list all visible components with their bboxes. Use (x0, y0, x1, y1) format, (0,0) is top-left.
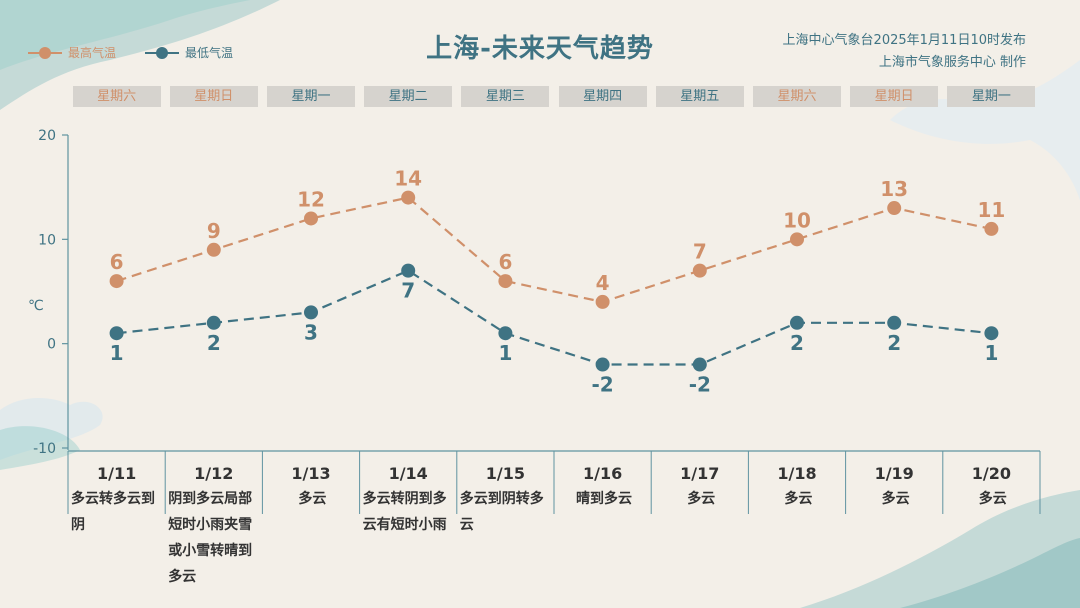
weekday-label: 星期六 (72, 86, 161, 107)
high-temp-point (498, 274, 513, 289)
legend-low: 最低气温 (145, 44, 233, 61)
y-tick-label: 0 (47, 337, 56, 353)
high-temp-point (887, 201, 902, 216)
low-temp-label: 2 (887, 331, 901, 355)
low-temp-point (887, 315, 902, 330)
y-tick-label: 20 (38, 128, 56, 144)
high-temp-label: 12 (297, 187, 325, 211)
date-label: 1/13 (291, 464, 330, 483)
high-temp-label: 11 (977, 198, 1005, 222)
legend-low-marker (145, 46, 179, 59)
low-temp-point (401, 263, 416, 278)
high-temp-label: 9 (207, 219, 221, 243)
high-temp-point (984, 221, 999, 236)
high-temp-point (790, 232, 804, 247)
high-temp-point (206, 242, 221, 257)
source-line-2: 上海市气象服务中心 制作 (878, 55, 1026, 70)
page-title: 上海-未来天气趋势 (426, 34, 654, 64)
low-temp-point (595, 357, 610, 372)
weather-description: 多云 (978, 491, 1007, 507)
legend-high: 最高气温 (28, 44, 116, 61)
low-temp-label: 1 (110, 341, 124, 365)
low-temp-point (206, 315, 221, 330)
weekday-label: 星期二 (364, 86, 453, 107)
weather-description: 多云转多云到阴 (71, 491, 155, 533)
y-tick-label: 10 (38, 232, 56, 248)
source-info: 上海中心气象台2025年1月11日10时发布 上海市气象服务中心 制作 (783, 30, 1026, 74)
low-temp-label: 1 (498, 341, 512, 365)
date-label: 1/16 (583, 464, 622, 483)
weather-description: 多云 (298, 491, 327, 507)
low-temp-point (984, 326, 999, 341)
low-temp-label: 3 (304, 320, 318, 344)
y-tick-label: -10 (33, 441, 56, 457)
high-temp-label: 10 (783, 208, 811, 232)
weekday-label: 星期日 (169, 86, 258, 107)
high-temp-label: 4 (596, 271, 610, 295)
source-line-1: 上海中心气象台2025年1月11日10时发布 (782, 33, 1026, 48)
low-temp-label: 2 (207, 331, 221, 355)
legend-high-label: 最高气温 (68, 46, 117, 60)
date-label: 1/19 (875, 464, 914, 483)
date-label: 1/20 (972, 464, 1011, 483)
weekday-label: 星期一 (947, 86, 1036, 107)
low-temp-label: 7 (401, 279, 415, 303)
weather-description: 多云 (784, 491, 813, 507)
weekday-label: 星期四 (558, 86, 647, 107)
date-label: 1/17 (680, 464, 719, 483)
high-temp-point (109, 274, 124, 289)
low-temp-label: -2 (689, 373, 711, 397)
low-temp-point (692, 357, 707, 372)
high-temp-line (116, 196, 992, 304)
low-temp-label: 2 (790, 331, 804, 355)
date-label: 1/14 (389, 464, 428, 483)
high-temp-label: 13 (880, 177, 908, 201)
date-label: 1/12 (194, 464, 233, 483)
low-temp-label: -2 (591, 373, 613, 397)
weather-description: 多云到阴转多云 (459, 491, 544, 533)
low-temp-point (498, 326, 513, 341)
high-temp-point (401, 190, 416, 205)
date-label: 1/18 (777, 464, 816, 483)
date-label: 1/15 (486, 464, 525, 483)
weather-description: 多云 (881, 491, 910, 507)
legend-high-marker (28, 46, 62, 59)
weather-description: 阴到多云局部短时小雨夹雪或小雪转晴到多云 (168, 491, 253, 585)
high-temp-point (304, 211, 318, 226)
high-temp-label: 7 (693, 240, 707, 264)
weekday-label: 星期日 (850, 86, 939, 107)
low-temp-point (304, 305, 318, 320)
high-temp-label: 6 (498, 250, 512, 274)
weather-description: 多云转阴到多云有短时小雨 (362, 491, 447, 533)
weekday-label: 星期一 (267, 86, 355, 107)
high-temp-label: 14 (394, 167, 422, 191)
high-temp-label: 6 (110, 250, 124, 274)
weekday-label: 星期五 (655, 86, 744, 107)
weather-description: 多云 (687, 491, 716, 507)
weekday-label: 星期三 (461, 86, 550, 107)
low-temp-point (790, 315, 804, 330)
weather-description: 晴到多云 (576, 491, 632, 507)
low-temp-line (116, 269, 992, 366)
weekday-label: 星期六 (753, 86, 841, 107)
high-temp-point (595, 294, 610, 309)
date-label: 1/11 (97, 464, 136, 483)
high-temp-point (692, 263, 707, 278)
low-temp-point (109, 326, 124, 341)
y-axis-label: ℃ (28, 298, 44, 314)
legend-low-label: 最低气温 (185, 46, 234, 60)
low-temp-label: 1 (984, 341, 998, 365)
